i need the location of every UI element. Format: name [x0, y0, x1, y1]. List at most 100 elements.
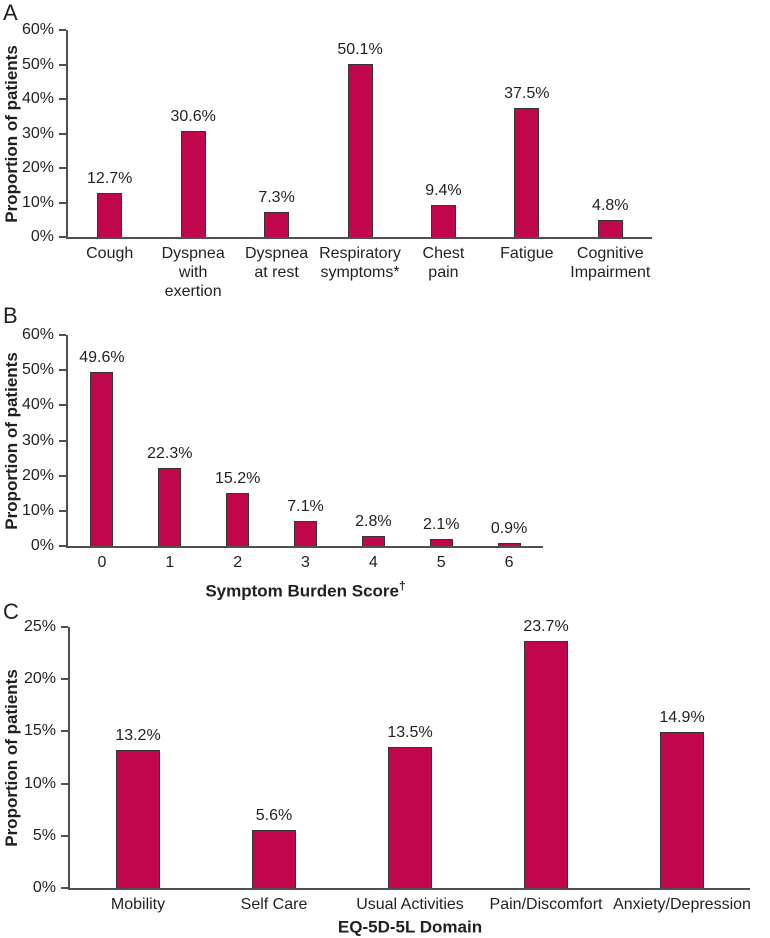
x-axis-line	[66, 237, 652, 239]
y-tick-mark	[59, 63, 66, 66]
bar	[97, 193, 123, 237]
plot-area: 0% 5% 10% 15% 20% 25% 13.2% Mobility 5.6% Self Ca…	[24, 618, 751, 913]
x-category-label: 5	[436, 554, 446, 571]
panel-a: A Proportion of patients 0% 10% 20% 30% 40% 5…	[0, 0, 770, 300]
x-axis-title: Symptom Burden Score†	[205, 579, 405, 602]
y-tick-mark	[59, 439, 66, 442]
plot-area: 0% 10% 20% 30% 40% 50% 60% 12.7% Cough 30.6% Dyspn…	[22, 21, 652, 300]
y-tick-label: 0%	[30, 228, 54, 245]
y-tick-label: 0%	[32, 879, 56, 896]
bar	[430, 204, 456, 237]
y-axis-line	[66, 335, 68, 548]
bar	[347, 64, 373, 237]
bar-value-label: 12.7%	[87, 170, 133, 188]
x-category-label: Chest pain	[422, 245, 465, 281]
y-tick-mark	[61, 678, 68, 681]
y-tick-label: 50%	[21, 55, 54, 73]
y-tick-label: 25%	[23, 618, 56, 635]
bar	[252, 829, 296, 888]
bar-value-label: 22.3%	[147, 444, 193, 462]
y-tick-mark	[59, 369, 66, 372]
y-tick-mark	[59, 167, 66, 169]
bar-value-label: 0.9%	[490, 519, 528, 537]
x-axis-title-text: EQ-5D-5L Domain	[337, 917, 483, 937]
y-tick-mark	[59, 474, 66, 477]
bar	[158, 467, 182, 546]
x-axis-line	[66, 546, 543, 548]
y-tick-label: 60%	[21, 21, 54, 38]
y-tick-mark	[59, 545, 66, 547]
bar-value-label: 7.3%	[258, 188, 295, 206]
panel-letter: B	[3, 303, 18, 328]
bar-value-label: 9.4%	[425, 181, 462, 199]
y-tick-label: 15%	[23, 722, 56, 740]
y-tick-mark	[59, 404, 66, 407]
y-tick-label: 60%	[21, 326, 54, 343]
x-category-label: Dyspnea with exertion	[161, 245, 225, 300]
x-category-label: Mobility	[110, 896, 166, 913]
y-tick-mark	[59, 29, 66, 31]
x-category-label: Fatigue	[500, 245, 554, 262]
x-category-label: Anxiety/Depression	[613, 896, 751, 913]
y-tick-label: 0%	[30, 537, 54, 554]
y-tick-mark	[61, 834, 68, 837]
y-tick-label: 30%	[21, 124, 54, 142]
bar	[388, 747, 432, 888]
plot-area: 0% 10% 20% 30% 40% 50% 60% 49.6% 0 22.3% 1 15.2% 2 7.…	[22, 326, 543, 571]
y-tick-label: 20%	[21, 159, 54, 176]
y-tick-mark	[61, 626, 68, 628]
bar	[226, 492, 250, 546]
bar-value-label: 2.8%	[355, 513, 392, 531]
x-axis-title-sup: †	[398, 579, 406, 593]
bar-value-label: 15.2%	[214, 469, 261, 487]
bar-value-label: 50.1%	[337, 41, 383, 59]
bar-value-label: 14.9%	[659, 709, 705, 727]
x-category-label: 3	[301, 554, 310, 571]
bar-value-label: 5.6%	[255, 806, 293, 824]
bar-value-label: 30.6%	[170, 108, 216, 126]
bar	[497, 542, 521, 546]
bar	[90, 371, 114, 546]
bar	[514, 107, 540, 237]
panel-letter: C	[3, 599, 19, 624]
panel-letter: A	[3, 0, 18, 25]
bar-value-label: 4.8%	[592, 197, 629, 215]
panel-c: C Proportion of patients 0% 5% 10% 15% 20% 25…	[0, 592, 770, 937]
y-tick-mark	[59, 334, 66, 336]
x-category-label: Respiratory symptoms*	[319, 245, 401, 281]
bar	[361, 536, 385, 546]
y-tick-mark	[61, 730, 68, 733]
bar-value-label: 37.5%	[504, 84, 550, 102]
x-category-label: Pain/Discomfort	[489, 896, 603, 913]
bar-value-label: 23.7%	[523, 617, 569, 635]
y-tick-mark	[59, 132, 66, 135]
x-category-label: 0	[97, 554, 107, 571]
y-axis-line	[68, 627, 70, 890]
y-tick-label: 50%	[21, 361, 54, 379]
y-tick-mark	[59, 98, 66, 100]
y-tick-label: 5%	[32, 826, 56, 844]
bar-value-label: 49.6%	[79, 348, 125, 366]
bar	[294, 521, 317, 546]
bar	[524, 640, 568, 888]
x-category-label: 6	[504, 554, 514, 571]
y-tick-label: 40%	[21, 90, 54, 107]
x-axis-title-text: Symptom Burden Score	[205, 581, 399, 601]
y-tick-label: 10%	[23, 774, 56, 792]
bar-value-label: 7.1%	[287, 498, 324, 516]
y-axis-line	[66, 30, 68, 239]
bar	[264, 211, 290, 237]
x-category-label: Self Care	[240, 896, 308, 913]
bar	[116, 750, 160, 888]
y-tick-label: 10%	[21, 193, 54, 211]
y-tick-mark	[59, 201, 66, 204]
bar-value-label: 13.2%	[115, 727, 161, 745]
bar	[597, 220, 623, 237]
x-category-label: 4	[368, 554, 378, 571]
x-category-label: 2	[233, 554, 243, 571]
x-category-label: Cognitive Impairment	[570, 245, 651, 281]
x-axis-title: EQ-5D-5L Domain	[338, 915, 482, 938]
x-category-label: Cough	[86, 245, 134, 262]
x-category-label: Usual Activities	[356, 896, 464, 913]
